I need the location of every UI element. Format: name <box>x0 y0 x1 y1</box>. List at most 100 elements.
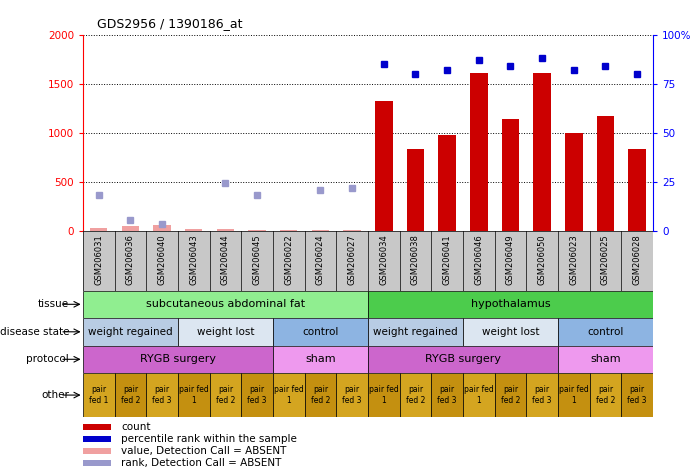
Text: GSM206050: GSM206050 <box>538 234 547 285</box>
Text: pair fed
1: pair fed 1 <box>274 385 303 405</box>
Bar <box>273 346 368 373</box>
Bar <box>368 346 558 373</box>
Text: GSM206043: GSM206043 <box>189 234 198 285</box>
Bar <box>273 318 368 346</box>
Bar <box>502 119 519 231</box>
Text: value, Detection Call = ABSENT: value, Detection Call = ABSENT <box>121 446 286 456</box>
Text: count: count <box>121 422 151 432</box>
Text: GDS2956 / 1390186_at: GDS2956 / 1390186_at <box>97 17 243 30</box>
Text: percentile rank within the sample: percentile rank within the sample <box>121 434 297 444</box>
Text: GSM206034: GSM206034 <box>379 234 388 285</box>
Text: pair
fed 1: pair fed 1 <box>89 385 108 405</box>
Bar <box>589 373 621 417</box>
Text: GSM206046: GSM206046 <box>474 234 483 285</box>
Text: RYGB surgery: RYGB surgery <box>140 354 216 365</box>
Bar <box>463 373 495 417</box>
Bar <box>217 229 234 231</box>
Text: rank, Detection Call = ABSENT: rank, Detection Call = ABSENT <box>121 458 281 468</box>
Text: weight lost: weight lost <box>482 327 539 337</box>
Bar <box>438 135 456 231</box>
Bar <box>628 149 646 231</box>
Bar <box>470 73 488 231</box>
Bar <box>83 436 111 442</box>
Text: GSM206036: GSM206036 <box>126 234 135 285</box>
Text: tissue: tissue <box>38 299 69 310</box>
Bar <box>558 318 653 346</box>
Bar <box>463 318 558 346</box>
Text: GSM206040: GSM206040 <box>158 234 167 285</box>
Bar <box>273 373 305 417</box>
Bar <box>83 373 115 417</box>
Text: GSM206023: GSM206023 <box>569 234 578 285</box>
Text: control: control <box>587 327 624 337</box>
Bar <box>115 373 146 417</box>
Bar <box>407 149 424 231</box>
Text: control: control <box>302 327 339 337</box>
Bar <box>90 228 108 231</box>
Bar <box>185 229 202 231</box>
Text: pair fed
1: pair fed 1 <box>179 385 209 405</box>
Text: GSM206025: GSM206025 <box>601 234 610 285</box>
Text: GSM206045: GSM206045 <box>253 234 262 285</box>
Bar <box>343 230 361 231</box>
Text: pair
fed 2: pair fed 2 <box>216 385 235 405</box>
Bar <box>368 318 463 346</box>
Bar <box>83 346 273 373</box>
Bar <box>375 101 392 231</box>
Text: pair
fed 3: pair fed 3 <box>437 385 457 405</box>
Bar <box>280 230 298 231</box>
Bar <box>527 373 558 417</box>
Bar <box>83 460 111 465</box>
Bar <box>558 373 589 417</box>
Bar <box>337 373 368 417</box>
Bar <box>533 73 551 231</box>
Bar <box>558 346 653 373</box>
Text: GSM206022: GSM206022 <box>284 234 293 285</box>
Text: hypothalamus: hypothalamus <box>471 299 550 310</box>
Text: GSM206031: GSM206031 <box>94 234 103 285</box>
Text: disease state: disease state <box>0 327 69 337</box>
Text: pair
fed 3: pair fed 3 <box>627 385 647 405</box>
Text: GSM206027: GSM206027 <box>348 234 357 285</box>
Bar <box>178 373 209 417</box>
Text: weight regained: weight regained <box>88 327 173 337</box>
Text: pair
fed 2: pair fed 2 <box>596 385 615 405</box>
Bar <box>146 373 178 417</box>
Text: GSM206041: GSM206041 <box>443 234 452 285</box>
Text: GSM206038: GSM206038 <box>411 234 420 285</box>
Bar <box>495 373 527 417</box>
Text: pair
fed 3: pair fed 3 <box>247 385 267 405</box>
Text: RYGB surgery: RYGB surgery <box>425 354 501 365</box>
Bar <box>241 373 273 417</box>
Bar <box>153 226 171 231</box>
Text: subcutaneous abdominal fat: subcutaneous abdominal fat <box>146 299 305 310</box>
Bar <box>209 373 241 417</box>
Text: sham: sham <box>305 354 336 365</box>
Text: sham: sham <box>590 354 621 365</box>
Text: weight regained: weight regained <box>373 327 457 337</box>
Text: pair
fed 2: pair fed 2 <box>121 385 140 405</box>
Text: pair fed
1: pair fed 1 <box>369 385 399 405</box>
Text: pair
fed 2: pair fed 2 <box>501 385 520 405</box>
Text: GSM206024: GSM206024 <box>316 234 325 285</box>
Bar <box>597 116 614 231</box>
Bar <box>399 373 431 417</box>
Text: protocol: protocol <box>26 354 69 365</box>
Text: pair fed
1: pair fed 1 <box>559 385 589 405</box>
Bar <box>248 230 266 231</box>
Bar <box>621 373 653 417</box>
Text: pair
fed 3: pair fed 3 <box>342 385 362 405</box>
Text: pair fed
1: pair fed 1 <box>464 385 493 405</box>
Text: pair
fed 3: pair fed 3 <box>152 385 172 405</box>
Bar <box>565 133 583 231</box>
Text: GSM206049: GSM206049 <box>506 234 515 285</box>
Bar <box>305 373 337 417</box>
Bar <box>431 373 463 417</box>
Text: pair
fed 2: pair fed 2 <box>311 385 330 405</box>
Bar <box>83 448 111 454</box>
Bar <box>178 318 273 346</box>
Text: weight lost: weight lost <box>197 327 254 337</box>
Bar <box>122 227 139 231</box>
Bar <box>368 373 399 417</box>
Text: pair
fed 2: pair fed 2 <box>406 385 425 405</box>
